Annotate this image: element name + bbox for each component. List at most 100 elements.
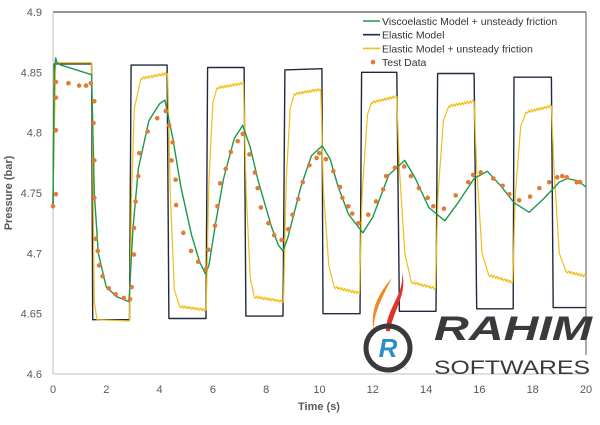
test-data-point — [53, 127, 59, 133]
test-data-point — [577, 179, 583, 185]
x-tick-label: 12 — [367, 384, 379, 396]
test-data-point — [349, 211, 355, 216]
test-data-point — [195, 259, 201, 265]
test-data-point — [188, 248, 194, 254]
x-tick-labels: 0 2 4 6 8 10 12 14 16 18 20 — [50, 384, 592, 396]
emblem-letter: R — [379, 333, 398, 363]
test-data-point — [88, 80, 94, 86]
y-tick-label: 4.65 — [21, 309, 42, 321]
test-data-point — [66, 80, 71, 86]
y-tick-label: 4.75 — [21, 188, 42, 200]
test-data-point — [559, 173, 565, 179]
test-data-point — [574, 179, 579, 185]
test-data-point — [133, 199, 138, 204]
test-data-point — [131, 225, 137, 231]
test-data-point — [163, 108, 169, 114]
test-data-point — [314, 155, 319, 161]
legend-item: Viscoelastic Model + unsteady friction — [363, 16, 557, 28]
y-tick-label: 4.9 — [27, 7, 42, 19]
legend-item: Elastic Model — [363, 30, 444, 42]
test-data-point — [137, 150, 142, 156]
legend-label: Test Data — [382, 57, 427, 69]
test-data-point — [527, 194, 533, 199]
y-tick-label: 4.8 — [27, 128, 42, 140]
y-tick-label: 4.85 — [21, 67, 42, 79]
test-data-point — [331, 168, 336, 174]
test-data-point — [92, 195, 97, 201]
test-data-point — [408, 173, 414, 179]
x-tick-label: 8 — [263, 384, 269, 396]
test-data-point — [345, 203, 351, 209]
test-data-point — [217, 181, 223, 186]
emblem-center — [371, 331, 405, 365]
test-data-point — [546, 179, 552, 185]
test-data-point — [169, 158, 174, 163]
test-data-point — [441, 206, 447, 211]
test-data-point — [247, 152, 252, 157]
test-data-point — [53, 95, 59, 100]
x-tick-label: 10 — [313, 384, 325, 396]
test-data-point — [453, 193, 458, 198]
series-line-1 — [52, 63, 586, 321]
watermark-subtitle: SOFTWARES — [434, 358, 590, 379]
x-tick-label: 20 — [580, 384, 592, 396]
x-tick-label: 16 — [473, 384, 485, 396]
watermark-title: RAHIM — [434, 310, 593, 348]
test-data-point — [365, 212, 371, 218]
test-data-point — [154, 115, 160, 121]
legend-item: Elastic Model + unsteady friction — [363, 43, 533, 55]
test-data-point — [340, 195, 345, 201]
test-data-point — [100, 273, 105, 279]
test-data-point — [215, 203, 220, 209]
test-data-point — [337, 184, 343, 190]
test-data-point — [255, 185, 260, 191]
test-data-point — [516, 197, 522, 203]
test-data-point — [478, 170, 484, 175]
test-data-point — [392, 165, 398, 170]
test-data-point — [53, 191, 59, 197]
test-data-point — [300, 179, 306, 185]
y-axis-title: Pressure (bar) — [3, 155, 15, 230]
test-data-point — [166, 123, 172, 128]
test-data-point — [266, 220, 271, 226]
test-data-point — [425, 195, 430, 201]
test-data-point — [135, 173, 141, 179]
test-data-point — [416, 185, 422, 191]
test-data-point — [83, 83, 89, 88]
test-data-point — [286, 226, 291, 232]
test-data-point — [258, 205, 264, 210]
test-data-point — [323, 156, 329, 162]
test-data-point — [316, 150, 322, 156]
test-data-point — [235, 138, 240, 144]
x-tick-label: 4 — [157, 384, 163, 396]
y-tick-labels: 4.6 4.65 4.7 4.75 4.8 4.85 4.9 — [21, 7, 42, 381]
test-data-point — [93, 236, 98, 242]
test-data-point — [145, 129, 150, 134]
test-data-point — [92, 98, 97, 104]
test-data-point — [373, 199, 379, 204]
y-tick-label: 4.7 — [27, 248, 42, 260]
test-data-point — [307, 162, 312, 168]
test-data-point — [173, 177, 178, 183]
test-data-point — [506, 191, 512, 197]
test-data-point — [106, 286, 111, 291]
test-data-point — [564, 175, 570, 180]
emblem-ring-icon — [363, 323, 413, 373]
test-data-point — [470, 172, 476, 178]
legend-label: Elastic Model + unsteady friction — [382, 43, 533, 55]
x-tick-label: 0 — [50, 384, 56, 396]
test-data-point — [95, 248, 101, 254]
test-data-point — [129, 284, 134, 290]
test-data-point — [173, 202, 179, 208]
test-data-point — [76, 83, 82, 88]
test-data-point — [290, 212, 295, 218]
test-data-point — [383, 173, 389, 179]
test-data-point — [127, 296, 133, 302]
test-data-point — [380, 187, 386, 192]
series-line-0 — [52, 57, 587, 303]
legend-label: Viscoelastic Model + unsteady friction — [382, 16, 557, 28]
flame-red-icon — [386, 272, 408, 370]
watermark-logo: R RAHIM SOFTWARES — [363, 272, 593, 379]
series-line-2 — [52, 62, 587, 322]
test-data-point — [228, 149, 234, 155]
